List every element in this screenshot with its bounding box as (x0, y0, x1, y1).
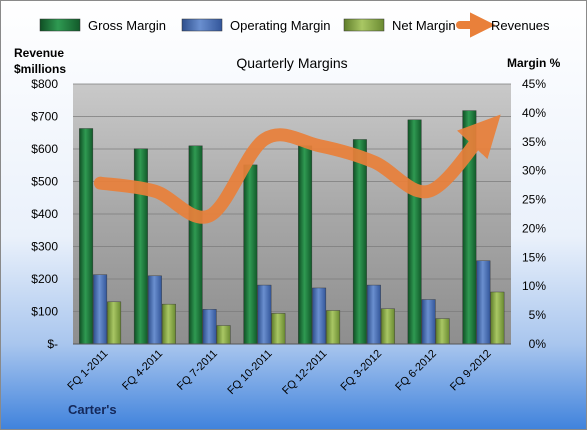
left-tick-label: $700 (31, 110, 58, 124)
right-tick-label: 20% (522, 221, 546, 235)
net-margin-bar (271, 313, 286, 345)
net-margin-bar (435, 318, 450, 345)
left-tick-label: $500 (31, 175, 58, 189)
revenue-line (93, 114, 501, 224)
right-tick-label: 25% (522, 193, 546, 207)
left-axis-label-line2: $millions (14, 62, 66, 76)
legend: Gross Margin Operating Margin Net Margin Re… (39, 12, 550, 38)
operating-margin-bar (257, 284, 272, 345)
gross-margin-bar (407, 119, 422, 345)
left-tick-label: $100 (31, 305, 58, 319)
right-tick-label: 15% (522, 250, 546, 264)
right-tick-label: 35% (522, 135, 546, 149)
gross-margin-legend-label: Gross Margin (88, 18, 166, 33)
operating-margin-bar (476, 260, 491, 345)
net-margin-legend-label: Net Margin (392, 18, 456, 33)
gross-margin-bar (243, 164, 258, 345)
gross-margin-bar (133, 148, 148, 345)
left-tick-label: $800 (31, 77, 58, 91)
right-tick-label: 5% (529, 308, 547, 322)
operating-margin-legend-label: Operating Margin (230, 18, 330, 33)
net-margin-bar (490, 291, 505, 345)
right-tick-label: 40% (522, 106, 546, 120)
right-tick-label: 30% (522, 164, 546, 178)
operating-margin-bar (147, 275, 162, 345)
left-tick-label: $200 (31, 272, 58, 286)
revenues-legend-label: Revenues (491, 18, 550, 33)
operating-margin-bar (202, 309, 217, 345)
net-margin-bar (326, 310, 341, 345)
net-margin-bar (161, 303, 176, 345)
operating-margin-bar (93, 274, 108, 345)
net-margin-bar (380, 308, 395, 345)
gross-margin-legend-swatch (39, 18, 81, 32)
operating-margin-bar (421, 299, 436, 345)
left-tick-label: $300 (31, 240, 58, 254)
right-tick-label: 10% (522, 279, 546, 293)
right-tick-label: 45% (522, 77, 546, 91)
net-margin-bar (216, 325, 231, 345)
operating-margin-bar (312, 287, 327, 345)
operating-margin-bar (366, 284, 381, 345)
gross-margin-bar (79, 128, 94, 345)
left-tick-label: $600 (31, 142, 58, 156)
net-margin-legend-swatch (343, 18, 385, 32)
right-axis-label: Margin % (507, 56, 561, 70)
footer-label: Carter's (68, 402, 117, 417)
net-margin-bar (107, 301, 122, 345)
chart-title: Quarterly Margins (236, 55, 347, 71)
operating-margin-legend-swatch (181, 18, 223, 32)
gross-margin-bar (188, 145, 203, 345)
revenues-line (93, 114, 501, 224)
left-axis-label-line1: Revenue (14, 46, 64, 60)
left-tick-label: $400 (31, 207, 58, 221)
right-tick-label: 0% (529, 337, 547, 351)
gross-margin-bar (298, 145, 313, 345)
gross-margin-bar (352, 139, 367, 345)
left-tick-label: $- (47, 337, 58, 351)
bars (79, 110, 505, 345)
